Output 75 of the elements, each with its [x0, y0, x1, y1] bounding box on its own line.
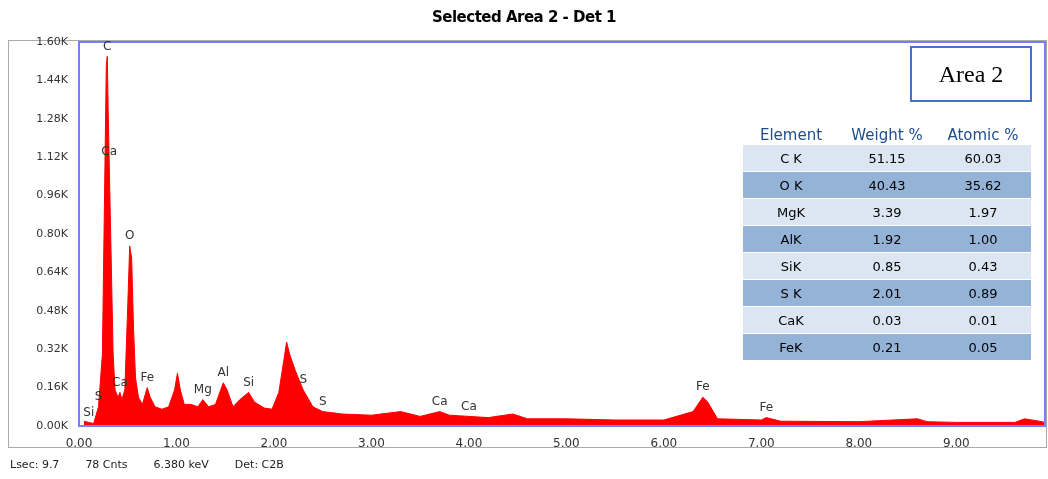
annotation: 0.43	[967, 257, 999, 276]
x-tick-label: 3.00	[358, 436, 385, 451]
y-tick-label: 1.60K	[36, 34, 69, 48]
text: 6.380 keV	[153, 458, 209, 471]
x-tick-label: 6.00	[650, 436, 678, 451]
annotation: S	[299, 372, 308, 387]
annotation: MgK	[776, 203, 806, 222]
annotation: Weight %	[850, 126, 924, 144]
annotation: Atomic %	[946, 126, 1020, 144]
annotation: S	[318, 393, 327, 408]
annotation: 0.85	[871, 257, 903, 276]
annotation: S K	[779, 284, 803, 303]
annotation: Element	[758, 126, 824, 144]
annotation: Si	[243, 374, 255, 389]
annotation: 35.62	[963, 176, 1003, 195]
annotation: Ca	[431, 393, 448, 408]
annotation: 0.03	[871, 311, 903, 330]
annotation: 60.03	[963, 149, 1003, 168]
annotation: CaK	[777, 311, 805, 330]
y-tick-label: 1.28K	[36, 111, 69, 125]
x-tick-label: 8.00	[845, 436, 873, 451]
table-row: S K 2.01 0.89	[743, 280, 1031, 306]
annotation: AlK	[779, 230, 803, 249]
text: 78 Cnts	[85, 458, 128, 471]
annotation: FeK	[778, 338, 804, 357]
annotation: 51.15	[867, 149, 907, 168]
x-tick-label: 1.00	[163, 436, 190, 451]
annotation: 1.97	[967, 203, 999, 222]
y-tick-label: 0.00K	[36, 418, 69, 432]
annotation: 0.05	[967, 338, 999, 357]
annotation: C	[103, 38, 112, 53]
x-tick-label: 9.00	[942, 436, 970, 451]
y-tick-label: 1.12K	[36, 150, 69, 164]
y-tick-label: 0.32K	[36, 342, 69, 356]
annotation: C K	[779, 149, 803, 168]
y-tick-label: 0.96K	[36, 188, 69, 202]
table-row: MgK 3.39 1.97	[743, 199, 1031, 225]
table-row: FeK 0.21 0.05	[743, 334, 1031, 360]
annotation: O K	[778, 176, 804, 195]
annotation: Ca	[461, 398, 477, 413]
x-tick-label: 7.00	[747, 436, 775, 451]
table-row: C K 51.15 60.03	[743, 145, 1031, 171]
annotation: 0.21	[871, 338, 903, 357]
chart-title: Selected Area 2 - Det 1	[430, 8, 618, 26]
annotation: Si	[83, 404, 95, 419]
y-tick-label: 0.80K	[36, 226, 69, 240]
y-tick-label: 1.44K	[36, 73, 69, 87]
annotation: 1.92	[871, 230, 903, 249]
annotation: 0.89	[967, 284, 999, 303]
table-row: AlK 1.92 1.00	[743, 226, 1031, 252]
annotation: 40.43	[867, 176, 907, 195]
annotation: 1.00	[967, 230, 999, 249]
annotation: 0.01	[967, 311, 999, 330]
annotation: 3.39	[871, 203, 903, 222]
x-tick-label: 5.00	[553, 436, 580, 451]
x-tick-label: 0.00	[65, 436, 93, 451]
x-tick-label: 2.00	[260, 436, 288, 451]
y-tick-label: 0.16K	[36, 380, 69, 394]
annotation: SiK	[779, 257, 803, 276]
table-row: SiK 0.85 0.43	[743, 253, 1031, 279]
annotation: 2.01	[871, 284, 903, 303]
annotation: Fe	[696, 379, 710, 394]
text: Lsec: 9.7	[10, 458, 60, 471]
table-row: O K 40.43 35.62	[743, 172, 1031, 198]
annotation: Al	[217, 364, 230, 379]
y-tick-label: 0.64K	[36, 265, 69, 279]
annotation: O	[124, 228, 135, 243]
annotation: Fe	[759, 399, 774, 414]
annotation: Mg	[193, 381, 212, 396]
annotation: Area 2	[910, 46, 1032, 102]
table-row: CaK 0.03 0.01	[743, 307, 1031, 333]
annotation: Fe	[140, 369, 155, 384]
text: Det: C2B	[234, 458, 284, 471]
y-tick-label: 0.48K	[36, 303, 69, 317]
x-tick-label: 4.00	[455, 436, 483, 451]
